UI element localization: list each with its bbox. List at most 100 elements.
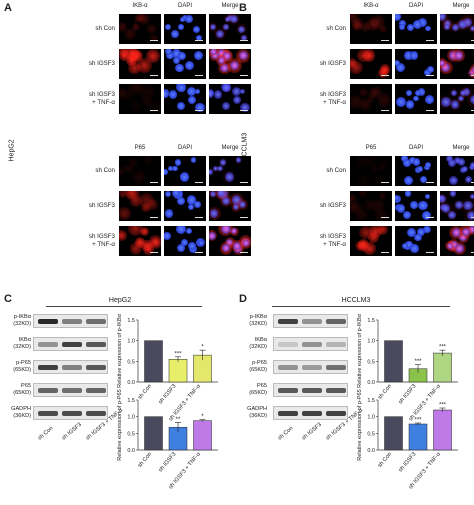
blot-band xyxy=(62,388,82,393)
panel-letter-d: D xyxy=(239,293,247,305)
y-tick-label: 0.0 xyxy=(127,448,135,454)
nucleus xyxy=(181,239,189,247)
scale-bar xyxy=(426,217,434,218)
micrograph-merge xyxy=(440,226,474,256)
x-tick-label: sh Con xyxy=(377,383,393,400)
merged-nucleus xyxy=(470,25,474,32)
nucleus xyxy=(424,162,432,169)
blot-molecular-weight: (32KD) xyxy=(13,320,31,327)
nucleus xyxy=(396,204,406,213)
x-tick-label: sh IGSF3 xyxy=(398,383,418,405)
scale-bar xyxy=(150,110,158,111)
merged-nucleus xyxy=(440,59,446,67)
if-row-label-line1: sh Con xyxy=(95,25,115,32)
merged-nucleus xyxy=(229,60,240,71)
y-tick-label: 0.0 xyxy=(367,380,375,386)
merged-nucleus xyxy=(220,226,231,234)
fluorescent-cell xyxy=(132,170,147,184)
blot-band xyxy=(326,411,346,416)
if-row-label-line1: sh IGSF3 xyxy=(319,233,346,240)
if-row-label-line1: sh IGSF3 xyxy=(88,60,115,67)
nucleus xyxy=(175,64,184,73)
scale-bar xyxy=(195,110,203,111)
blot-protein-name: IKBα xyxy=(254,337,267,343)
merged-nucleus xyxy=(451,227,461,237)
blot-band xyxy=(278,388,298,393)
nucleus xyxy=(175,226,186,234)
if-row-label-line2: + TNF-α xyxy=(323,99,346,106)
fluorescent-cell xyxy=(366,94,376,103)
fluorescent-cell xyxy=(121,88,135,101)
fluorescent-cell xyxy=(355,208,368,221)
if-col-header: DAPI xyxy=(408,3,423,9)
nucleus xyxy=(177,84,187,93)
blot-protein-name: GADPH xyxy=(11,406,31,412)
micrograph-dapi xyxy=(164,156,206,186)
merged-nucleus xyxy=(463,200,473,211)
nucleus xyxy=(197,239,204,246)
nucleus xyxy=(395,195,400,201)
if-row-label-line1: sh IGSF3 xyxy=(88,202,115,209)
nucleus xyxy=(166,51,174,59)
nucleus xyxy=(424,95,434,105)
blot-band xyxy=(86,388,106,393)
merged-nucleus xyxy=(209,232,216,240)
nucleus xyxy=(172,166,178,172)
scale-bar xyxy=(195,252,203,253)
merged-nucleus xyxy=(216,29,225,38)
nucleus xyxy=(417,166,423,172)
fluorescent-cell xyxy=(350,193,358,206)
fluorescent-cell xyxy=(129,241,143,255)
blot-band xyxy=(278,319,298,324)
y-tick-label: 1.0 xyxy=(367,415,375,421)
micrograph-merge xyxy=(440,49,474,79)
fluorescent-cell xyxy=(141,94,153,107)
merged-nucleus xyxy=(454,51,463,60)
significance-mark: * xyxy=(201,414,204,420)
scale-bar xyxy=(195,40,203,41)
scale-bar xyxy=(471,217,474,218)
blot-molecular-weight: (65KD) xyxy=(249,389,267,396)
significance-mark: *** xyxy=(414,359,422,365)
fluorescent-cell xyxy=(126,164,135,173)
if-row-label: sh IGSF3 + TNF-α xyxy=(57,233,115,249)
y-tick-label: 1.5 xyxy=(127,398,135,404)
if-row-label: sh IGSF3 + TNF-α xyxy=(57,91,115,107)
blot-molecular-weight: (32KD) xyxy=(249,320,267,327)
nucleus xyxy=(179,172,189,182)
merged-nucleus xyxy=(238,25,246,33)
micrograph-merge xyxy=(209,49,251,79)
scale-bar xyxy=(150,75,158,76)
if-row-label: sh Con xyxy=(57,167,115,175)
bar xyxy=(408,423,428,451)
blot-label: GADPH (36KD) xyxy=(4,406,31,419)
y-tick-label: 0.5 xyxy=(367,431,375,437)
if-col-header: DAPI xyxy=(177,3,192,9)
nucleus xyxy=(424,69,432,77)
blot-strip xyxy=(33,383,108,397)
fluorescent-cell xyxy=(130,84,144,95)
fluorescent-cell xyxy=(367,87,378,98)
merged-nucleus xyxy=(231,195,242,205)
if-col-header: Merge xyxy=(221,3,239,9)
blot-band xyxy=(302,319,322,324)
blot-molecular-weight: (65KD) xyxy=(13,366,31,373)
nucleus xyxy=(401,242,409,249)
blot-strip xyxy=(273,314,348,328)
fluorescent-cell xyxy=(370,198,386,213)
panel-letter-a: A xyxy=(4,2,12,14)
blot-band xyxy=(302,411,322,416)
if-row-label-line1: sh IGSF3 xyxy=(319,202,346,209)
merged-nucleus xyxy=(458,95,464,102)
fluorescent-cell xyxy=(362,49,375,62)
scale-bar xyxy=(381,182,389,183)
y-axis-label: Relative expression of p-P65 xyxy=(117,389,123,461)
nucleus xyxy=(412,19,423,30)
fluorescent-cell xyxy=(149,34,158,43)
nucleus xyxy=(418,200,428,211)
x-tick-label: sh IGSF3 xyxy=(398,451,418,473)
nucleus xyxy=(172,49,182,59)
if-row-label-line1: sh IGSF3 xyxy=(319,91,346,98)
fluorescent-cell xyxy=(365,156,378,169)
merged-nucleus xyxy=(450,100,460,110)
